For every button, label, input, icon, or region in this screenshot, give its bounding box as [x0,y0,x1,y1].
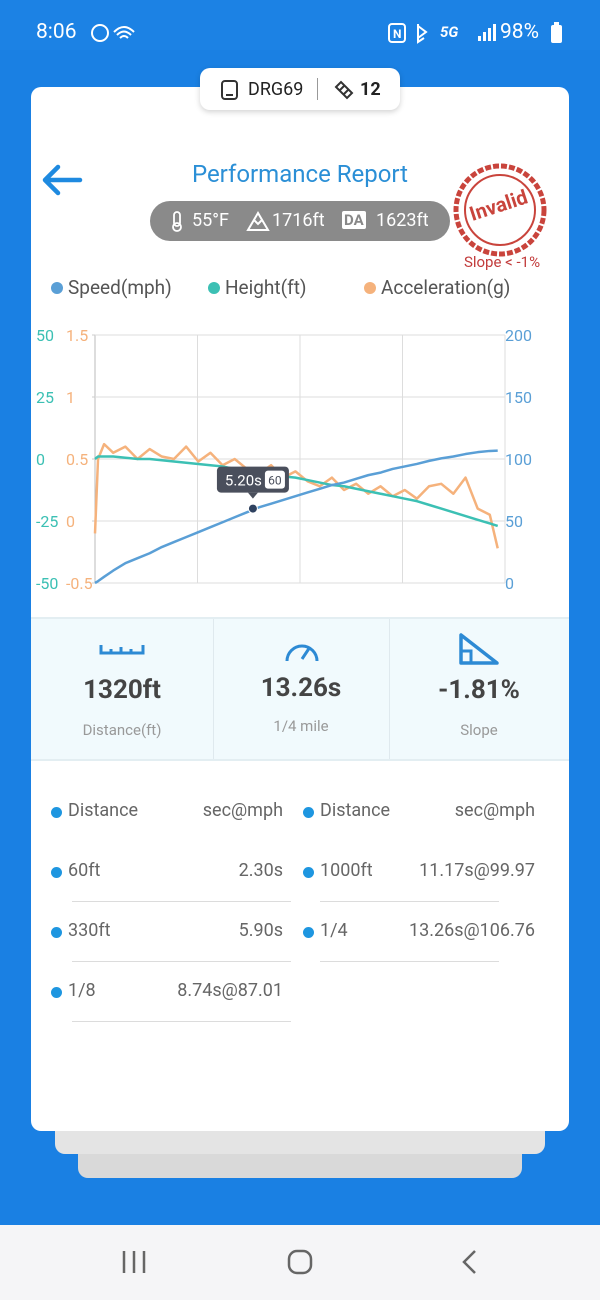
report-card [31,87,569,1131]
nav-bar [0,1225,600,1300]
invalid-stamp: Invalid [453,163,547,257]
stat-label: 1/4 mile [273,717,329,735]
tick-label: 1.5 [66,326,88,345]
tick-label: 0 [505,574,514,593]
altitude: 1716ft [272,210,325,231]
tick-label: -50 [36,574,58,593]
satellite-count: 12 [360,79,381,100]
legend-swatch [208,282,220,294]
tick-label: 0 [66,512,75,531]
home[interactable] [287,1249,315,1277]
tooltip-point [247,503,258,514]
legend-label: Acceleration(g) [381,276,510,299]
da-badge: DA [342,211,366,229]
tick-label: 50 [36,326,54,345]
battery: 98% [500,20,539,44]
series-line [94,449,498,585]
satellite-icon [334,80,354,100]
stat-label: Distance(ft) [82,721,162,739]
svg-text:N: N [393,27,401,41]
tick-label: 50 [505,512,523,531]
legend-swatch [51,282,63,294]
tick-label: -0.5 [66,574,93,593]
back[interactable] [460,1249,480,1277]
tick-label: -25 [36,512,58,531]
status-bar: 8:06 N 5G 98% [0,0,600,50]
tick-label: 25 [36,388,54,407]
legend-label: Speed(mph) [68,276,172,299]
tick-label: 200 [505,326,532,345]
stat-value: 13.26s [260,673,342,703]
gauge-icon [285,644,319,662]
chart: Speed(mph) Height(ft) Acceleration(g) -50 -2… [36,276,532,593]
tick-label: 100 [505,450,532,469]
stat-slope: -1.81% Slope [389,619,569,759]
battery-icon [551,22,562,43]
recent-apps[interactable] [120,1249,150,1275]
stat-distance: 1320ft Distance(ft) [31,619,213,759]
stat-time: 13.26s 1/4 mile [213,619,389,759]
thermometer-icon [172,211,182,232]
clock: 8:06 [36,20,77,44]
series-line [94,455,499,528]
altitude-icon [246,211,270,231]
tooltip-badge [264,470,285,489]
stat-label: Slope [460,721,498,739]
legend-swatch [364,282,376,294]
tick-label: 150 [505,388,532,407]
device-icon [221,80,238,100]
network: 5G [440,23,459,41]
page-title: Performance Report [191,160,409,188]
stamp-label: Invalid [466,185,530,226]
stat-value: 1320ft [83,675,161,705]
divider [389,619,390,759]
ruler-icon [99,645,145,655]
stat-value: -1.81% [438,675,520,705]
separator [317,78,318,100]
device-name: DRG69 [248,79,304,100]
device-tag[interactable]: DRG69 12 [200,68,400,110]
tooltip-label: 5.20s [225,472,262,490]
tick-label: 0 [36,450,45,469]
signal [478,24,496,41]
tick-label: 1 [66,388,75,407]
stats-panel: 1320ft Distance(ft) 13.26s 1/4 mile -1.8… [31,617,569,761]
status-icons [91,24,135,42]
tick-label: 0.5 [66,450,88,469]
tooltip-arrow [247,492,258,499]
series-line [93,442,499,549]
back-button[interactable] [40,162,84,198]
status-icons-right: N [388,23,428,44]
stamp-note: Slope < -1% [463,253,541,271]
tooltip-value: 60 [268,474,282,488]
legend-label: Height(ft) [225,276,307,299]
temperature: 55°F [192,210,229,231]
slope-icon [459,633,499,665]
conditions: 55°F 1716ft DA 1623ft [150,201,450,241]
divider [213,619,214,759]
density-altitude: 1623ft [376,210,429,231]
